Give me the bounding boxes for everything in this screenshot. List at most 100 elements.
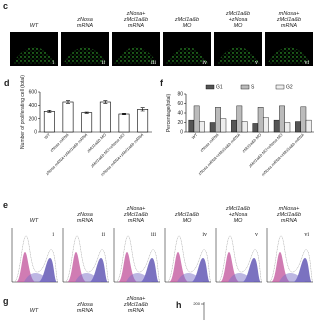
column-header: mRNA <box>128 218 145 224</box>
y-tick-label: 40 <box>177 111 183 117</box>
g1-peak <box>67 252 87 282</box>
panel-numeral: ii <box>102 232 106 238</box>
g1-peak <box>220 252 240 282</box>
bar <box>263 117 269 133</box>
x-tick-label: zNosa mRNA <box>198 132 220 154</box>
column-header: mNosa+ <box>279 11 300 17</box>
column-header: zNosa <box>76 302 93 308</box>
column-header: WT <box>30 308 39 314</box>
column-header: mRNA <box>281 23 298 29</box>
embryo-signal <box>63 47 107 64</box>
column-header: zMcl1a&b <box>174 212 199 218</box>
bar <box>220 118 227 133</box>
bar <box>300 106 307 133</box>
column-header: zNosa+ <box>126 11 147 17</box>
bar <box>257 107 264 133</box>
y-tick-label: 80 <box>177 92 183 98</box>
column-header: zNosa+ <box>126 206 147 212</box>
bar <box>209 122 216 133</box>
image-numeral: iv <box>202 60 207 66</box>
image-numeral: iii <box>151 60 156 66</box>
y-axis-label: Number of proliferating cell (total) <box>20 75 26 149</box>
legend-swatch <box>275 84 285 90</box>
image-numeral: ii <box>102 60 106 66</box>
column-header: mRNA <box>77 308 94 314</box>
g2-peak <box>140 258 159 282</box>
column-header: MO <box>234 23 244 29</box>
histogram-outline <box>115 235 161 283</box>
panel-numeral: vi <box>304 232 309 238</box>
y-tick-label: 600 <box>29 90 38 96</box>
panel-numeral: iii <box>151 232 156 238</box>
y-axis-label: Percentage(total) <box>166 93 172 132</box>
image-numeral: i <box>52 60 54 66</box>
y-tick-label: 0 <box>34 130 37 136</box>
column-header: mRNA <box>128 23 145 29</box>
column-header: +zNosa <box>229 17 248 23</box>
bar <box>43 111 55 133</box>
y-tick-label: 20 <box>177 120 183 126</box>
legend-label: S <box>251 85 255 91</box>
column-header: zMcl1a&b <box>174 17 199 23</box>
x-tick-label: zNosa mRNA+zMcl1a&b mRNA <box>196 132 241 177</box>
embryo-signal <box>267 47 311 64</box>
y-tick-label: 400 <box>29 103 38 109</box>
bar <box>295 121 301 133</box>
bar <box>199 121 205 133</box>
bar <box>215 107 221 133</box>
embryo-signal <box>114 47 158 64</box>
histogram-outline <box>217 235 263 283</box>
error-bar <box>66 100 70 104</box>
histogram-outline <box>268 235 314 283</box>
s-phase <box>279 273 305 282</box>
column-header: zMcl1a&b <box>123 212 148 218</box>
y-tick-label: 0 <box>180 130 183 136</box>
bar <box>193 105 200 133</box>
bar <box>284 122 291 133</box>
bar <box>279 105 285 133</box>
column-header: WT <box>30 23 39 29</box>
column-header: mRNA <box>77 23 94 29</box>
bar <box>137 109 149 133</box>
column-header: mRNA <box>281 218 298 224</box>
legend-swatch <box>240 84 250 90</box>
g1-peak <box>169 252 189 282</box>
legend-swatch <box>205 84 215 90</box>
column-header: mNosa+ <box>279 206 300 212</box>
bar <box>305 119 312 133</box>
panel-label: h <box>176 300 182 310</box>
column-header: zNosa <box>76 17 93 23</box>
legend-label: G2 <box>286 85 293 91</box>
x-tick-label: WT <box>190 132 198 140</box>
panel-numeral: iv <box>202 232 207 238</box>
panel-label: d <box>4 78 10 88</box>
column-header: WT <box>30 218 39 224</box>
image-numeral: v <box>255 60 258 66</box>
g1-peak <box>118 252 138 282</box>
panel-label: e <box>3 200 8 210</box>
column-header: mRNA <box>77 218 94 224</box>
bar <box>81 112 93 133</box>
x-tick-label: mNosa mRNA+zMcl1a&b mRNA <box>260 132 305 177</box>
histogram-outline <box>166 235 212 283</box>
column-header: mRNA <box>128 308 145 314</box>
error-bar <box>140 107 145 112</box>
y-tick-label: 200 <box>193 301 200 306</box>
s-phase <box>75 273 101 282</box>
embryo-signal <box>12 47 56 64</box>
error-bar <box>103 100 108 104</box>
bar <box>273 119 280 133</box>
column-header: zMcl1a&b <box>123 17 148 23</box>
bar <box>231 119 237 133</box>
s-phase <box>177 273 203 282</box>
image-numeral: vi <box>304 60 309 66</box>
bar <box>188 119 195 133</box>
column-header: zMcl1a&b <box>276 212 301 218</box>
bar <box>241 121 248 133</box>
panel-numeral: i <box>52 232 54 238</box>
bar <box>236 105 243 133</box>
x-tick-label: zMcl1a&b MO+zNosa MO <box>89 132 126 169</box>
s-phase <box>228 273 254 282</box>
column-header: MO <box>183 218 193 224</box>
